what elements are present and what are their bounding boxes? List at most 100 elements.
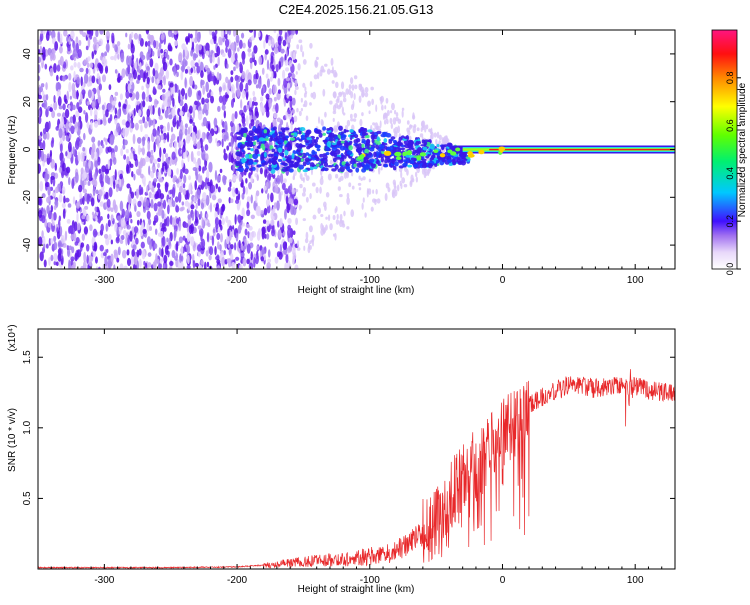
spectrogram-noise-cell bbox=[92, 36, 97, 44]
spectrogram-noise-cell bbox=[46, 132, 50, 140]
spectrogram-noise-cell bbox=[67, 141, 72, 153]
spectrogram-noise-cell bbox=[186, 254, 190, 265]
spectrogram-noise-cell bbox=[125, 130, 128, 138]
spectrogram-noise-cell bbox=[175, 241, 179, 252]
spectrogram-faint-cell bbox=[344, 125, 348, 130]
spectrogram-noise-cell bbox=[171, 151, 176, 160]
spectrogram-signal-cell bbox=[340, 155, 344, 160]
spectrogram-noise-cell bbox=[213, 127, 218, 132]
spectrogram-noise-cell bbox=[246, 209, 251, 217]
spectrogram-noise-cell bbox=[275, 42, 279, 48]
spectrogram-noise-cell bbox=[75, 36, 79, 46]
spectrogram-noise-cell bbox=[258, 55, 263, 66]
spectrogram-noise-cell bbox=[242, 122, 246, 128]
spectrogram-noise-cell bbox=[48, 257, 51, 266]
spectrogram-noise-cell bbox=[290, 205, 295, 216]
spectrogram-faint-cell bbox=[327, 214, 331, 222]
spectrogram-signal-cell bbox=[328, 132, 335, 138]
spectrogram-noise-cell bbox=[270, 219, 275, 226]
spectrogram-noise-cell bbox=[211, 31, 216, 37]
spectrogram-faint-cell bbox=[379, 120, 382, 129]
spectrogram-noise-cell bbox=[116, 226, 120, 238]
spectrogram-faint-cell bbox=[423, 171, 427, 179]
spectrogram-noise-cell bbox=[146, 65, 150, 72]
spectrogram-noise-cell bbox=[38, 64, 41, 74]
snr-x-tick-label: -200 bbox=[227, 575, 247, 586]
spectrogram-faint-cell bbox=[317, 116, 321, 124]
spectrogram-signal-cell bbox=[235, 160, 240, 164]
spectrogram-noise-cell bbox=[126, 183, 131, 189]
spectrogram-noise-cell bbox=[273, 96, 277, 102]
spectrogram-noise-cell bbox=[218, 219, 222, 227]
spectrogram-noise-cell bbox=[165, 69, 170, 80]
spectrogram-noise-cell bbox=[210, 91, 214, 97]
spectrogram-noise-cell bbox=[58, 193, 63, 203]
spectrogram-noise-cell bbox=[198, 264, 203, 269]
spectrogram-noise-cell bbox=[95, 266, 99, 269]
spectrogram-noise-cell bbox=[81, 32, 87, 38]
spectrogram-noise-cell bbox=[278, 251, 283, 260]
spectrogram-faint-cell bbox=[292, 255, 296, 262]
spectrogram-noise-cell bbox=[70, 65, 74, 71]
spectrogram-noise-cell bbox=[235, 60, 239, 69]
spectrogram-noise-cell bbox=[273, 112, 278, 119]
spectrogram-noise-cell bbox=[122, 144, 126, 150]
spectrogram-noise-cell bbox=[240, 32, 245, 39]
spectrogram-noise-cell bbox=[234, 52, 238, 61]
spectrogram-signal-cell bbox=[397, 140, 401, 147]
spectrogram-noise-cell bbox=[87, 255, 93, 267]
spectrogram-noise-cell bbox=[187, 214, 191, 220]
spectrogram-signal-cell bbox=[355, 167, 360, 173]
spectrogram-noise-cell bbox=[39, 142, 44, 150]
spectrogram-noise-cell bbox=[194, 62, 199, 67]
snr-x-tick-label: 0 bbox=[500, 575, 506, 586]
spectrogram-noise-cell bbox=[218, 95, 223, 104]
spectrogram-noise-cell bbox=[142, 228, 147, 234]
spectrogram-noise-cell bbox=[131, 54, 135, 61]
spectrogram-noise-cell bbox=[206, 231, 210, 243]
spectrogram-signal-cell bbox=[306, 145, 311, 150]
spectrogram-noise-cell bbox=[265, 34, 269, 44]
spectrogram-noise-cell bbox=[169, 189, 174, 195]
spectrogram-noise-cell bbox=[81, 233, 85, 242]
spectrogram-noise-cell bbox=[163, 254, 168, 264]
spectrogram-noise-cell bbox=[275, 63, 279, 73]
spectrogram-noise-cell bbox=[151, 105, 155, 115]
spectrogram-noise-cell bbox=[123, 154, 127, 160]
spectrogram-signal-cell bbox=[338, 125, 343, 131]
spectrogram-faint-cell bbox=[361, 91, 365, 98]
spectrogram-signal-cell bbox=[394, 161, 399, 167]
spectrogram-noise-cell bbox=[230, 132, 234, 137]
spectrogram-noise-cell bbox=[131, 249, 135, 257]
spectrogram-noise-cell bbox=[197, 110, 203, 121]
spectrogram-signal-cell bbox=[291, 153, 295, 159]
spectrogram-noise-cell bbox=[55, 82, 59, 92]
spectrogram-noise-cell bbox=[239, 82, 244, 92]
spectrogram-noise-cell bbox=[256, 230, 261, 242]
spectrogram-x-tick-label: 0 bbox=[500, 275, 506, 286]
spectrogram-signal-cell bbox=[371, 138, 375, 144]
spectrogram-faint-cell bbox=[329, 223, 333, 231]
spectrogram-noise-cell bbox=[216, 71, 220, 81]
spectrogram-faint-cell bbox=[296, 107, 299, 113]
spectrogram-signal-cell bbox=[236, 136, 243, 141]
spectrogram-noise-cell bbox=[107, 213, 110, 220]
spectrogram-noise-cell bbox=[262, 219, 267, 224]
spectrogram-noise-cell bbox=[164, 181, 169, 193]
spectrogram-noise-cell bbox=[250, 118, 255, 127]
spectrogram-noise-cell bbox=[137, 144, 141, 156]
spectrogram-noise-cell bbox=[45, 243, 49, 249]
spectrogram-faint-cell bbox=[351, 185, 355, 190]
spectrogram-noise-cell bbox=[167, 121, 170, 132]
spectrogram-signal-cell bbox=[442, 158, 445, 163]
spectrogram-faint-cell bbox=[313, 74, 318, 80]
spectrogram-noise-cell bbox=[186, 264, 191, 269]
spectrogram-noise-cell bbox=[263, 207, 268, 216]
spectrogram-noise-cell bbox=[108, 84, 112, 91]
spectrogram-signal-cell bbox=[305, 152, 310, 156]
spectrogram-noise-cell bbox=[185, 136, 191, 144]
spectrogram-noise-cell bbox=[184, 168, 189, 175]
spectrogram-faint-cell bbox=[376, 198, 381, 204]
spectrogram-faint-cell bbox=[335, 81, 339, 89]
